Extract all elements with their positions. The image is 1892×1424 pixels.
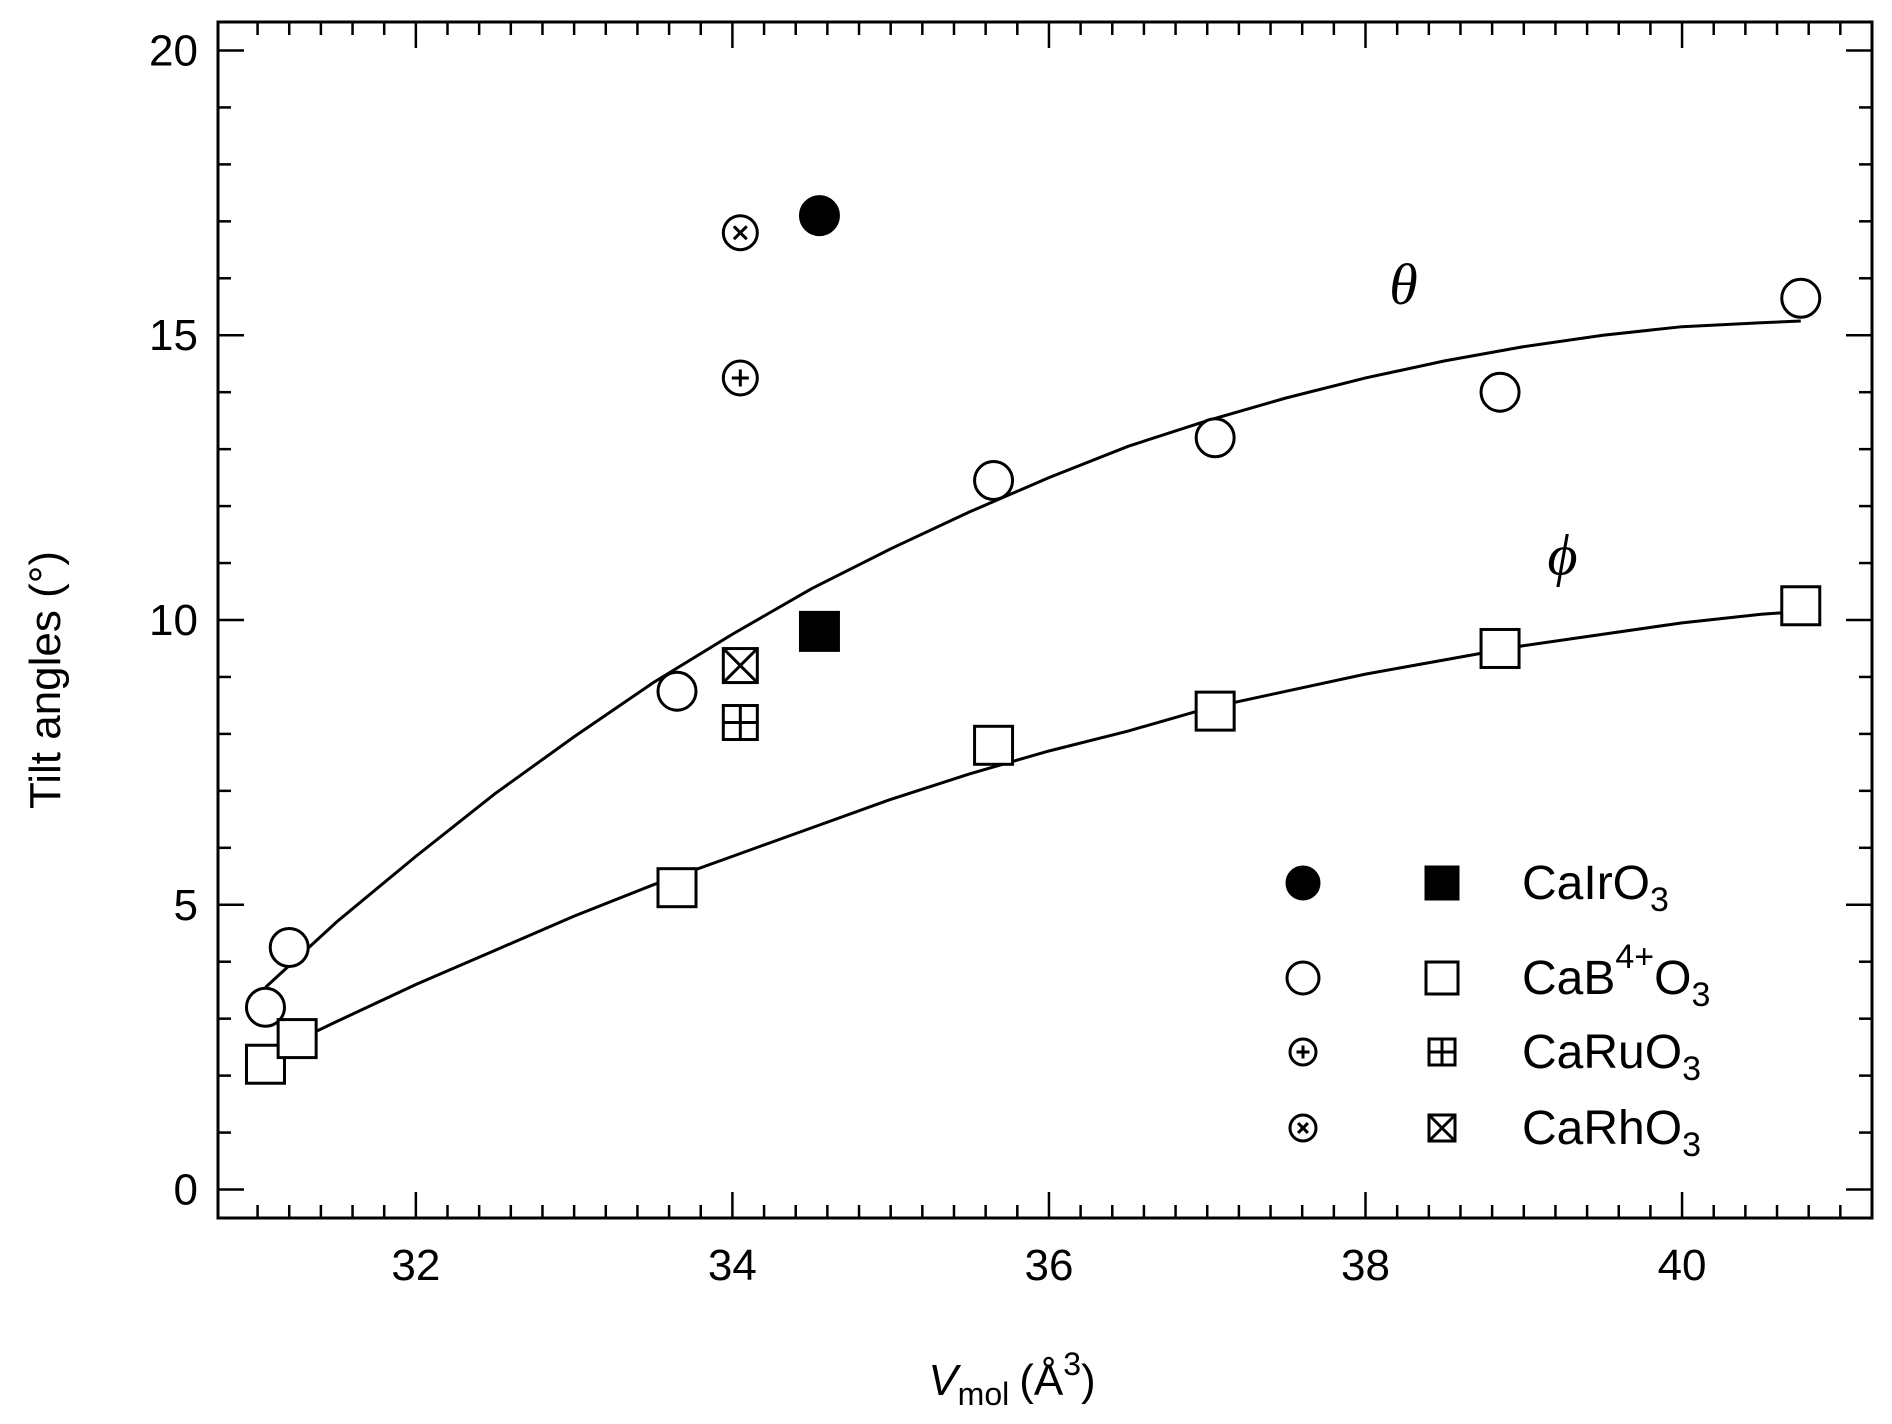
cab4-o3--point bbox=[656, 670, 698, 712]
marker-shape bbox=[268, 926, 310, 968]
x-axis-label-main: V bbox=[928, 1356, 961, 1405]
legend-square-marker bbox=[1424, 960, 1460, 996]
fit-curves: θϕ bbox=[264, 252, 1801, 1058]
legend-circle-marker bbox=[1288, 1037, 1318, 1067]
marker-shape bbox=[276, 1018, 318, 1060]
legend-mid: O bbox=[1654, 952, 1691, 1005]
marker-shape bbox=[798, 195, 840, 237]
legend-label: CaB4+O3 bbox=[1522, 938, 1710, 1014]
legend-label: CaRhO3 bbox=[1522, 1102, 1701, 1164]
legend-sup: 4+ bbox=[1615, 938, 1654, 976]
marker-shape bbox=[1780, 585, 1822, 627]
legend-label: CaIrO3 bbox=[1522, 857, 1669, 919]
cab4-o3--point bbox=[1479, 627, 1521, 669]
data-points bbox=[244, 195, 1822, 1085]
marker-shape bbox=[1780, 277, 1822, 319]
axes: 32 34 36 38 40 0 5 10 15 20 bbox=[149, 20, 1874, 1290]
caruo3--point bbox=[721, 704, 759, 742]
curve-label: ϕ bbox=[1548, 522, 1578, 587]
cairo3--point bbox=[798, 195, 840, 237]
marker-shape bbox=[1424, 865, 1460, 901]
marker-shape bbox=[1479, 371, 1521, 413]
curve-label: θ bbox=[1389, 252, 1418, 317]
legend-circle-marker bbox=[1288, 1113, 1318, 1143]
cab4-o3--point bbox=[1479, 371, 1521, 413]
carho3--point bbox=[721, 214, 759, 252]
cab4-o3--point bbox=[244, 986, 286, 1028]
marker-line bbox=[732, 225, 748, 241]
cab4-o3--point bbox=[656, 867, 698, 909]
cab4-o3--point bbox=[973, 459, 1015, 501]
legend-square-marker bbox=[1427, 1113, 1457, 1143]
x-tick-label: 32 bbox=[391, 1241, 440, 1290]
marker-shape bbox=[244, 986, 286, 1028]
legend-compound: CaIrO bbox=[1522, 857, 1650, 910]
x-axis-label-units: (Å bbox=[1019, 1356, 1064, 1405]
legend-circle-marker bbox=[1285, 865, 1321, 901]
legend-compound: CaRuO bbox=[1522, 1026, 1682, 1079]
y-tick-label: 20 bbox=[149, 26, 198, 75]
legend-label: CaRuO3 bbox=[1522, 1026, 1701, 1088]
cairo3--point bbox=[798, 610, 840, 652]
cab4-o3--point bbox=[276, 1018, 318, 1060]
marker-shape bbox=[1194, 690, 1236, 732]
y-tick-label: 0 bbox=[174, 1166, 198, 1215]
legend-compound: CaB bbox=[1522, 952, 1615, 1005]
cab4-o3--point bbox=[1780, 585, 1822, 627]
y-tick-label: 15 bbox=[149, 311, 198, 360]
legend-sub: 3 bbox=[1691, 976, 1710, 1014]
x-tick-label: 40 bbox=[1658, 1241, 1707, 1290]
phi-fit-curve bbox=[264, 609, 1801, 1058]
marker-shape bbox=[798, 610, 840, 652]
marker-shape bbox=[1285, 865, 1321, 901]
x-axis-label: Vmol (Å3) bbox=[928, 1346, 1095, 1412]
cab4-o3--point bbox=[973, 724, 1015, 766]
x-axis-label-sup: 3 bbox=[1063, 1346, 1081, 1382]
y-tick-label: 10 bbox=[149, 596, 198, 645]
x-axis-label-sub: mol bbox=[958, 1376, 1010, 1412]
marker-shape bbox=[1285, 960, 1321, 996]
marker-shape bbox=[1194, 417, 1236, 459]
marker-shape bbox=[973, 724, 1015, 766]
theta-fit-curve bbox=[264, 319, 1801, 989]
marker-line bbox=[1296, 1121, 1310, 1135]
x-tick-label: 34 bbox=[708, 1241, 757, 1290]
legend-compound: CaRhO bbox=[1522, 1102, 1682, 1155]
y-tick-label: 5 bbox=[174, 881, 198, 930]
carho3--point bbox=[721, 647, 759, 685]
cab4-o3--point bbox=[1194, 417, 1236, 459]
marker-shape bbox=[656, 670, 698, 712]
legend-sub: 3 bbox=[1650, 881, 1669, 919]
cab4-o3--point bbox=[1780, 277, 1822, 319]
legend-circle-marker bbox=[1285, 960, 1321, 996]
marker-shape bbox=[1479, 627, 1521, 669]
cab4-o3--point bbox=[268, 926, 310, 968]
marker-line bbox=[1427, 1113, 1457, 1143]
legend-square-marker bbox=[1424, 865, 1460, 901]
cab4-o3--point bbox=[1194, 690, 1236, 732]
marker-line bbox=[722, 647, 759, 684]
marker-shape bbox=[973, 459, 1015, 501]
x-tick-label: 38 bbox=[1341, 1241, 1390, 1290]
legend-sub: 3 bbox=[1682, 1050, 1701, 1088]
x-axis-label-close: ) bbox=[1081, 1356, 1096, 1405]
marker-shape bbox=[656, 867, 698, 909]
y-axis-label: Tilt angles (°) bbox=[21, 551, 70, 809]
marker-shape bbox=[1424, 960, 1460, 996]
legend-sub: 3 bbox=[1682, 1126, 1701, 1164]
legend-square-marker bbox=[1427, 1037, 1457, 1067]
x-tick-label: 36 bbox=[1024, 1241, 1073, 1290]
caruo3--point bbox=[721, 359, 759, 397]
axis-labels: Tilt angles (°) Vmol (Å3) bbox=[21, 551, 1096, 1412]
